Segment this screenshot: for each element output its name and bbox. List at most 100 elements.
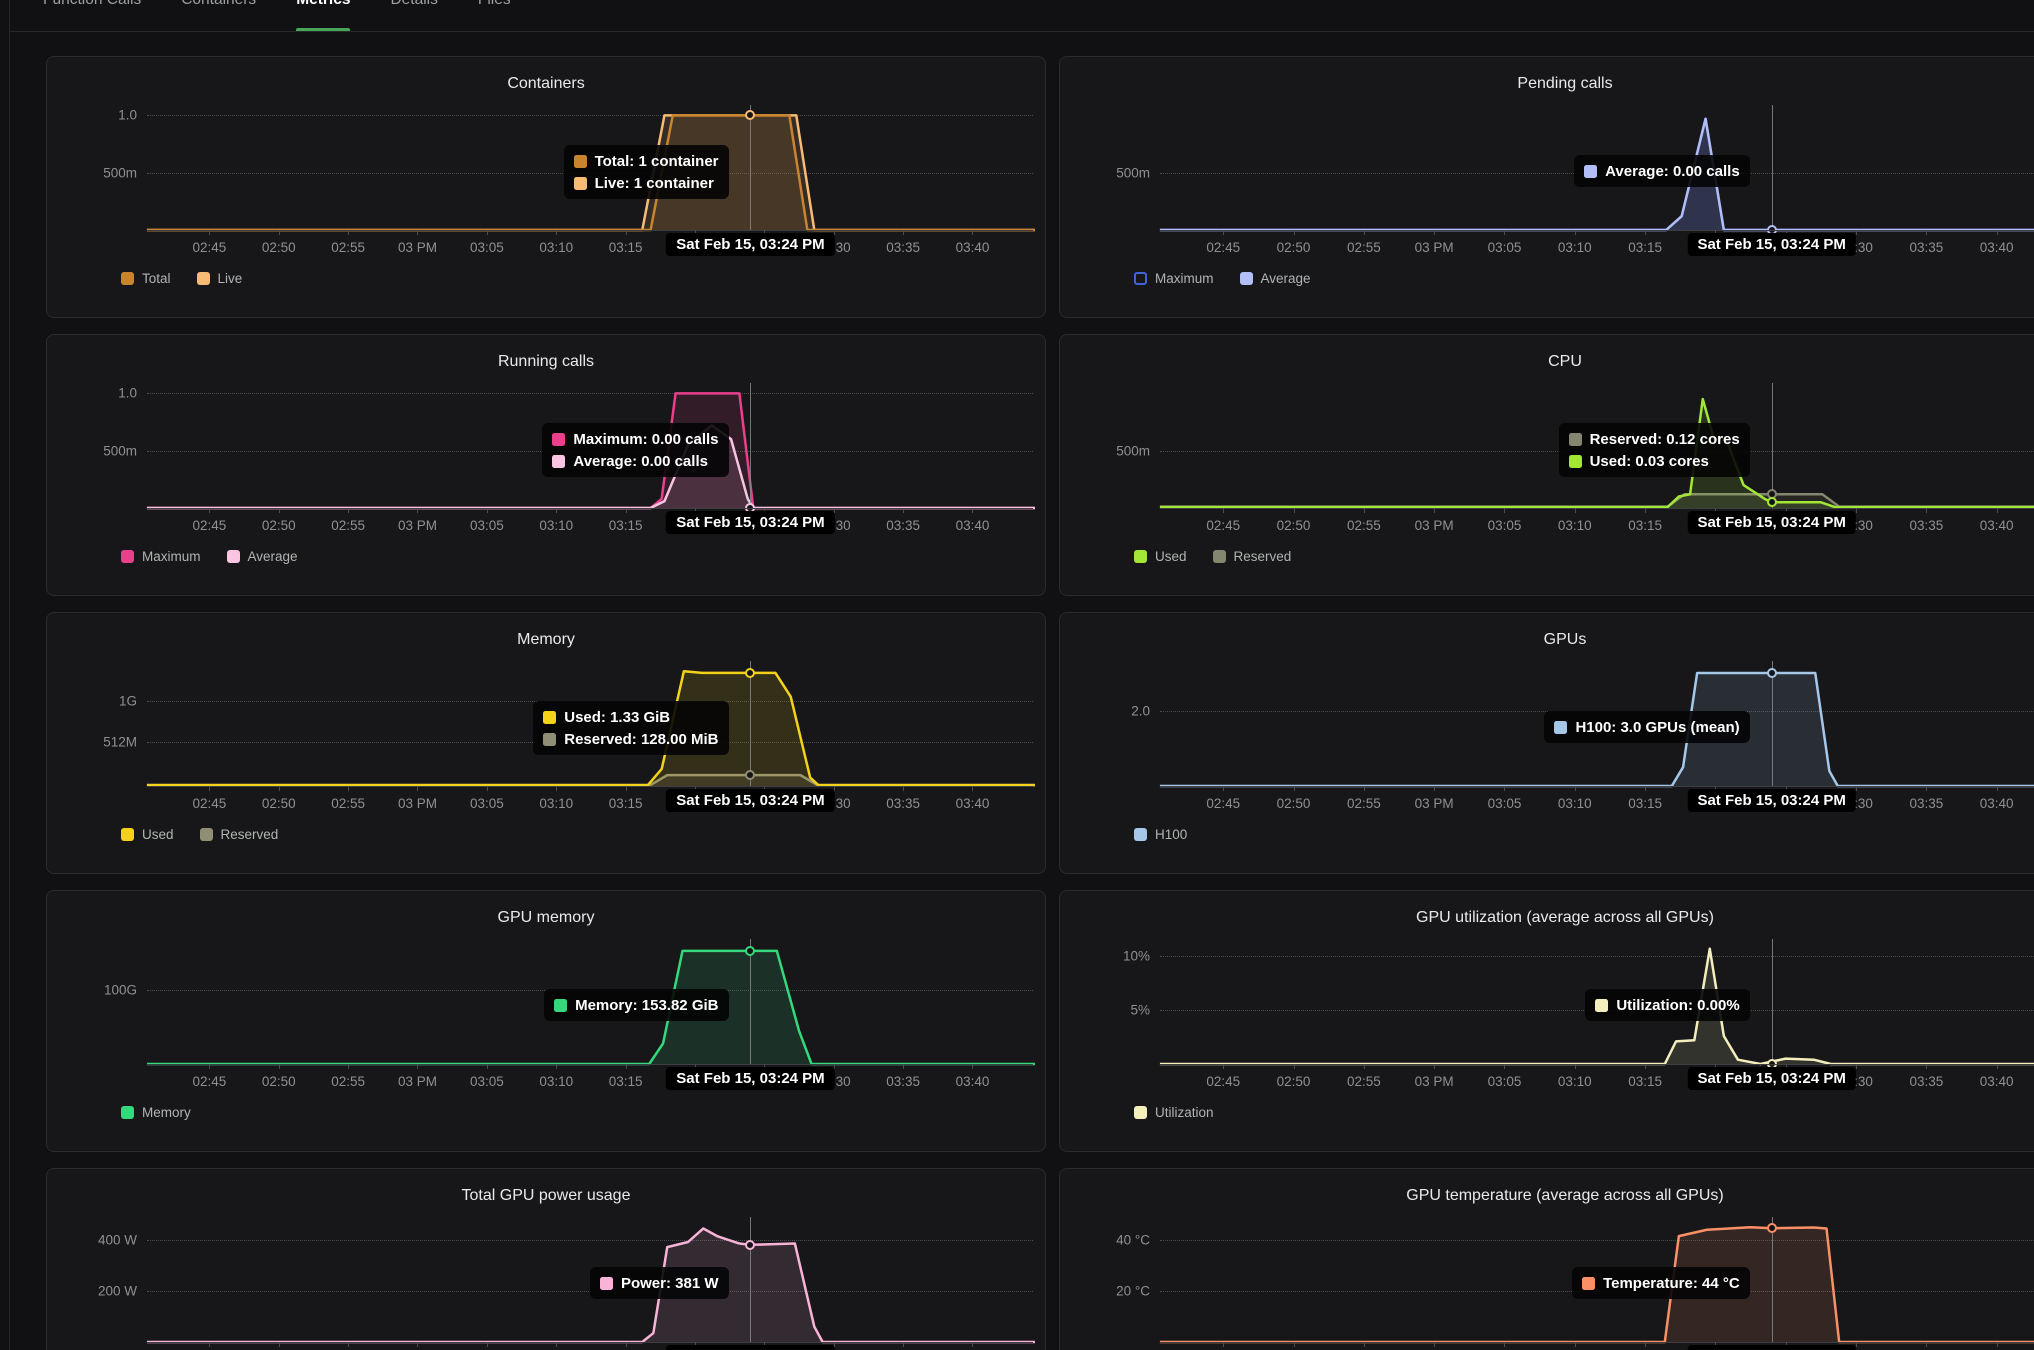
chart-plot[interactable]: 500m Average: 0.00 calls 02:45 02:50 02:55 03…	[1072, 105, 2034, 293]
tooltip-swatch	[599, 1276, 613, 1290]
legend-item-memory[interactable]: Memory	[121, 1105, 191, 1120]
tooltip-row: Live: 1 container	[573, 172, 719, 194]
legend-item-used[interactable]: Used	[1134, 549, 1187, 564]
legend-swatch	[1134, 549, 1147, 563]
legend-label: H100	[1155, 826, 1188, 842]
tab-files[interactable]: Files	[478, 0, 511, 31]
chart-plot[interactable]: 1G 512M Used: 1.33 GiB Reserved: 128.00 MiB…	[59, 661, 1033, 849]
tooltip-row: Used: 0.03 cores	[1568, 450, 1740, 472]
series-line-power	[147, 1228, 1035, 1342]
y-tick-label: 10%	[1122, 948, 1150, 964]
tooltip-row: Average: 0.00 calls	[552, 450, 718, 472]
x-tick-label: 03 PM	[1414, 518, 1454, 533]
plot-area[interactable]: Total: 1 container Live: 1 container	[146, 105, 1033, 230]
chart-plot[interactable]: 10% 5% Utilization: 0.00% 02:45 02:50 02:55 03…	[1072, 939, 2034, 1127]
chart-plot[interactable]: 2.0 H100: 3.0 GPUs (mean) 02:45 02:50 02:55 0…	[1072, 661, 2034, 849]
legend-swatch	[121, 549, 134, 563]
chart-title: Pending calls	[1517, 75, 1613, 92]
x-tick-mark	[1715, 508, 1717, 513]
crosshair-date-tooltip: Sat Feb 15, 03:24 PM	[1687, 1067, 1856, 1090]
x-tick-mark	[209, 230, 211, 235]
x-tick-label: 03:35	[1909, 518, 1944, 533]
legend-label: Used	[142, 826, 174, 842]
x-tick-mark	[903, 230, 905, 235]
chart-plot[interactable]: 1.0 500m Total: 1 container Live: 1 contain…	[59, 105, 1033, 293]
chart-plot[interactable]: 400 W 200 W Power: 381 W 02:4502:5002:5503 …	[59, 1217, 1033, 1350]
x-tick-mark	[1856, 786, 1858, 791]
chart-card-pending-calls: Pending calls 500m Average: 0.00 calls 02:…	[1059, 56, 2034, 318]
plot-area[interactable]: Used: 1.33 GiB Reserved: 128.00 MiB	[146, 661, 1033, 787]
plot-area[interactable]: Utilization: 0.00%	[1159, 939, 2034, 1069]
x-tick-mark	[1645, 786, 1647, 791]
legend-item-utilization[interactable]: Utilization	[1134, 1105, 1214, 1120]
x-tick-label: 02:55	[1346, 518, 1381, 533]
x-tick-label: 02:50	[261, 1074, 296, 1089]
chart-body: 1G 512M Used: 1.33 GiB Reserved: 128.00 MiB…	[59, 661, 1033, 813]
chart-plot[interactable]: 40 °C 20 °C Temperature: 44 °C 02:4502:5002…	[1072, 1217, 2034, 1350]
legend-item-h100[interactable]: H100	[1134, 827, 1187, 842]
x-tick-mark	[694, 786, 696, 791]
plot-area[interactable]: Maximum: 0.00 calls Average: 0.00 calls	[146, 383, 1033, 513]
x-tick-label: 03:40	[1979, 796, 2014, 811]
legend-item-average[interactable]: Average	[226, 549, 298, 564]
x-tick-mark	[625, 230, 627, 235]
hover-marker	[745, 770, 756, 781]
x-tick-label: 03:10	[1557, 796, 1592, 811]
x-tick-mark	[694, 230, 696, 235]
chart-plot[interactable]: 1.0 500m Maximum: 0.00 calls Average: 0.00 …	[59, 383, 1033, 571]
legend-item-used[interactable]: Used	[121, 827, 174, 842]
x-tick-label: 02:55	[1346, 1074, 1381, 1089]
y-tick-label: 200 W	[97, 1283, 137, 1299]
x-tick-label: 03:10	[1557, 1074, 1592, 1089]
tab-details[interactable]: Details	[390, 0, 437, 31]
x-tick-label: 03:15	[608, 240, 643, 255]
plot-area[interactable]: Temperature: 44 °C	[1159, 1217, 2034, 1343]
plot-area[interactable]: Average: 0.00 calls	[1159, 105, 2034, 235]
legend-swatch	[121, 827, 134, 841]
x-axis-line	[1160, 230, 2034, 235]
plot-area[interactable]: H100: 3.0 GPUs (mean)	[1159, 661, 2034, 786]
x-tick-label: 03:35	[886, 518, 921, 533]
chart-plot[interactable]: 500m Reserved: 0.12 cores Used: 0.03 cores…	[1072, 383, 2034, 571]
x-tick-mark	[625, 1342, 627, 1347]
y-tick-label: 40 °C	[1116, 1232, 1150, 1248]
crosshair-line	[1771, 1217, 1773, 1343]
x-tick-label: 03:40	[1979, 518, 2014, 533]
chart-plot[interactable]: 100G Memory: 153.82 GiB 02:45 02:50 02:55 03 …	[59, 939, 1033, 1127]
x-tick-mark	[833, 508, 835, 513]
gridline	[147, 115, 1033, 117]
tooltip-text: Memory: 153.82 GiB	[575, 996, 719, 1014]
chart-title: GPUs	[1543, 631, 1587, 648]
legend-item-reserved[interactable]: Reserved	[199, 827, 278, 842]
legend-item-reserved[interactable]: Reserved	[1212, 549, 1291, 564]
tab-function-calls[interactable]: Function Calls	[43, 0, 141, 31]
y-tick-label: 500m	[103, 443, 137, 459]
x-tick-label: 02:45	[1206, 796, 1241, 811]
series-svg	[1159, 939, 2034, 1064]
x-tick-label: 03:40	[1979, 1074, 2014, 1089]
legend-item-live[interactable]: Live	[196, 271, 242, 286]
plot-area[interactable]: Power: 381 W	[146, 1217, 1035, 1343]
crosshair-line	[750, 1217, 752, 1343]
series-fill-temperature	[1159, 1227, 2034, 1342]
crosshair-line	[1771, 383, 1773, 509]
series-tooltip: Temperature: 44 °C	[1572, 1267, 1750, 1299]
plot-area[interactable]: Reserved: 0.12 cores Used: 0.03 cores	[1159, 383, 2034, 509]
x-tick-label: 03:05	[469, 240, 504, 255]
legend-item-maximum[interactable]: Maximum	[121, 549, 201, 564]
x-tick-mark	[1715, 786, 1717, 791]
plot-area[interactable]: Memory: 153.82 GiB	[146, 939, 1033, 1064]
x-tick-mark	[1785, 508, 1787, 513]
x-tick-mark	[1223, 786, 1225, 791]
x-tick-mark	[903, 786, 905, 791]
chart-legend: Used Reserved	[59, 819, 1033, 849]
tab-metrics[interactable]: Metrics	[296, 0, 351, 31]
legend-item-maximum[interactable]: Maximum	[1134, 271, 1214, 286]
tab-containers[interactable]: Containers	[181, 0, 256, 31]
legend-item-total[interactable]: Total	[121, 271, 171, 286]
x-tick-mark	[833, 1064, 835, 1069]
chart-title: Running calls	[497, 353, 595, 370]
legend-item-average[interactable]: Average	[1239, 271, 1311, 286]
x-tick-mark	[486, 1342, 488, 1347]
